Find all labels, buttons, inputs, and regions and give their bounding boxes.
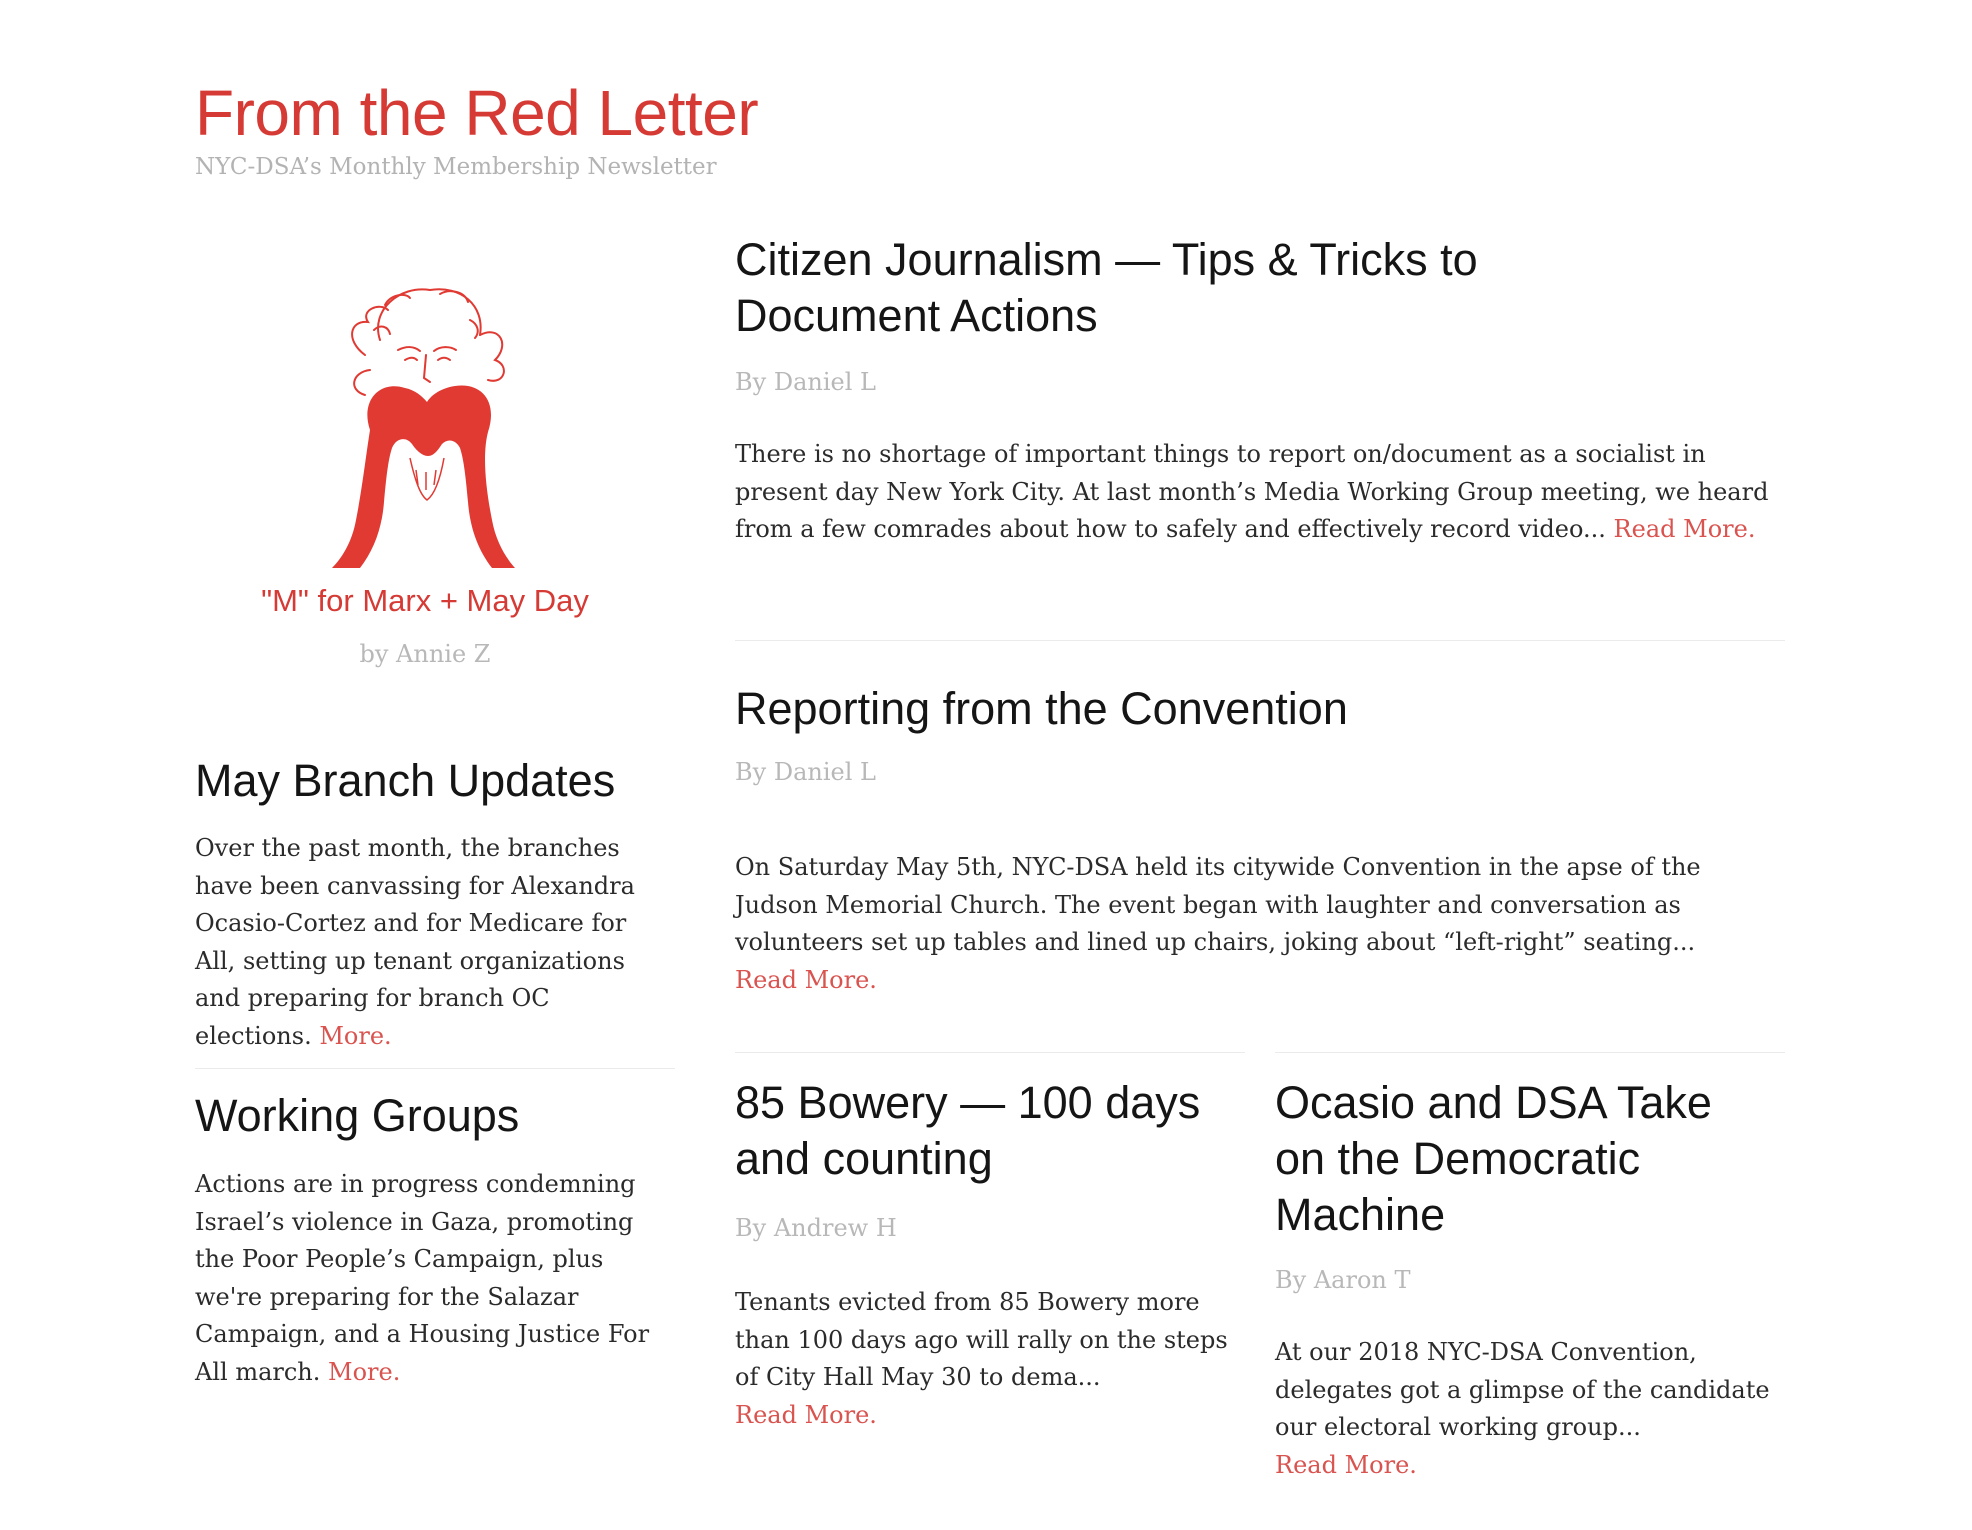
convention-title[interactable]: Reporting from the Convention (735, 683, 1348, 734)
bowery-read-more-link[interactable]: Read More. (735, 1400, 877, 1429)
divider (1275, 1052, 1785, 1053)
divider (195, 1068, 675, 1069)
branch-updates-more-link[interactable]: More. (319, 1021, 392, 1050)
ocasio-excerpt: At our 2018 NYC-DSA Convention, delegate… (1275, 1334, 1785, 1484)
bowery-byline: By Andrew H (735, 1214, 897, 1242)
citizen-journalism-text: There is no shortage of important things… (735, 440, 1769, 543)
bowery-excerpt: Tenants evicted from 85 Bowery more than… (735, 1284, 1235, 1434)
branch-updates-excerpt: Over the past month, the branches have b… (195, 830, 665, 1055)
convention-read-more-link[interactable]: Read More. (735, 965, 877, 994)
art-byline: by Annie Z (359, 640, 491, 668)
ocasio-byline: By Aaron T (1275, 1266, 1411, 1294)
site-subtitle: NYC-DSA’s Monthly Membership Newsletter (195, 154, 717, 180)
ocasio-title[interactable]: Ocasio and DSA Take on the Democratic Ma… (1275, 1077, 1712, 1240)
bowery-text: Tenants evicted from 85 Bowery more than… (735, 1288, 1228, 1391)
ocasio-read-more-link[interactable]: Read More. (1275, 1450, 1417, 1479)
marx-m-illustration[interactable] (310, 280, 540, 570)
citizen-journalism-excerpt: There is no shortage of important things… (735, 436, 1785, 549)
citizen-journalism-title[interactable]: Citizen Journalism — Tips & Tricks to Do… (735, 234, 1478, 341)
convention-text: On Saturday May 5th, NYC-DSA held its ci… (735, 853, 1701, 956)
working-groups-title[interactable]: Working Groups (195, 1090, 520, 1141)
divider (735, 1052, 1245, 1053)
convention-excerpt: On Saturday May 5th, NYC-DSA held its ci… (735, 849, 1785, 999)
bowery-title[interactable]: 85 Bowery — 100 days and counting (735, 1077, 1201, 1184)
site-title[interactable]: From the Red Letter (195, 77, 759, 149)
branch-updates-text: Over the past month, the branches have b… (195, 834, 635, 1050)
art-caption[interactable]: "M" for Marx + May Day (261, 583, 589, 618)
divider (735, 640, 1785, 641)
branch-updates-title[interactable]: May Branch Updates (195, 755, 616, 806)
working-groups-excerpt: Actions are in progress condemning Israe… (195, 1166, 665, 1391)
working-groups-more-link[interactable]: More. (328, 1357, 401, 1386)
working-groups-text: Actions are in progress condemning Israe… (195, 1170, 650, 1386)
ocasio-text: At our 2018 NYC-DSA Convention, delegate… (1275, 1338, 1770, 1441)
citizen-journalism-byline: By Daniel L (735, 368, 876, 396)
convention-byline: By Daniel L (735, 758, 876, 786)
citizen-journalism-read-more-link[interactable]: Read More. (1613, 515, 1756, 543)
